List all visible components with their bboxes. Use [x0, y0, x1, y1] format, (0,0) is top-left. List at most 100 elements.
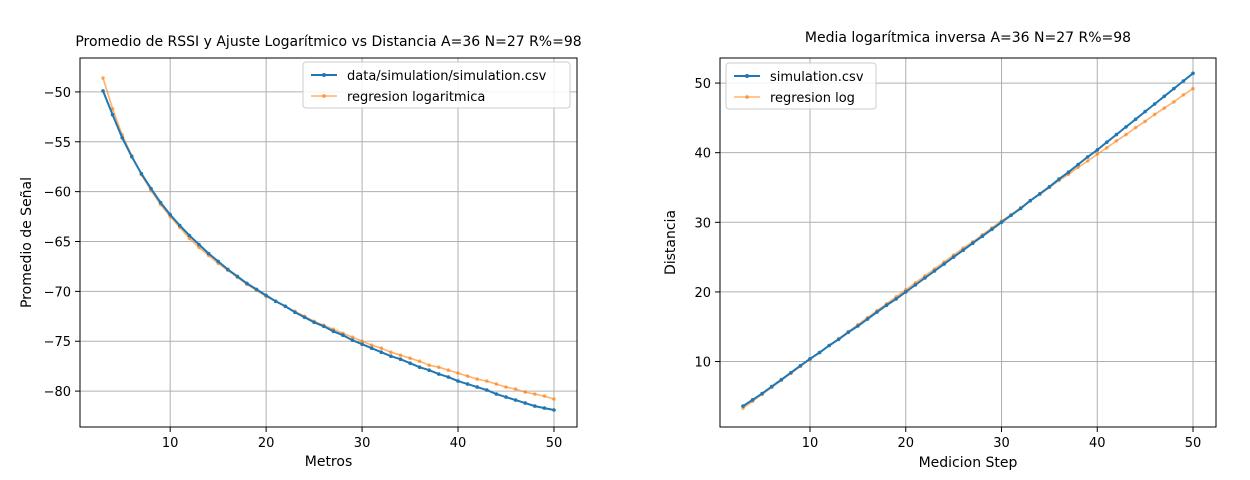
data-point: [827, 343, 831, 348]
chart-title: Promedio de RSSI y Ajuste Logarítmico vs…: [75, 34, 581, 50]
data-point: [769, 384, 774, 389]
data-point: [1181, 79, 1186, 83]
series-line-data: [742, 72, 1194, 407]
y-tick-label: −55: [44, 136, 71, 151]
data-point: [1133, 117, 1138, 122]
data-point: [523, 401, 527, 405]
data-point: [1143, 109, 1147, 114]
x-tick-label: 30: [993, 436, 1010, 451]
data-point: [1191, 86, 1195, 91]
x-tick-label: 20: [258, 436, 275, 451]
data-point: [379, 350, 384, 355]
data-point: [398, 353, 403, 358]
x-tick-label: 10: [802, 436, 819, 451]
data-point: [513, 387, 518, 391]
data-point: [836, 337, 841, 342]
data-point: [894, 297, 898, 301]
data-point: [465, 374, 470, 378]
data-point: [1085, 155, 1090, 159]
data-point: [1066, 170, 1071, 174]
data-point: [293, 310, 297, 315]
data-point: [1057, 177, 1061, 181]
data-point: [149, 186, 153, 191]
data-point: [110, 107, 115, 111]
y-axis-label: Distancia: [663, 210, 679, 275]
y-tick-label: −65: [44, 236, 71, 251]
data-point: [446, 368, 451, 373]
y-tick-label: 30: [694, 216, 711, 231]
data-point: [923, 276, 927, 280]
legend-label: regresion logaritmica: [347, 90, 485, 105]
data-point: [1143, 119, 1147, 124]
data-point: [350, 335, 355, 340]
legend-marker: [322, 73, 326, 77]
chart-title: Media logarítmica inversa A=36 N=27 R%=9…: [805, 30, 1131, 46]
data-point: [552, 397, 556, 401]
data-point: [1172, 100, 1176, 104]
data-point: [990, 227, 994, 232]
legend-marker: [322, 94, 326, 98]
data-point: [465, 382, 470, 386]
data-point: [846, 330, 851, 335]
plot-frame: [79, 57, 578, 428]
data-point: [913, 283, 918, 287]
x-tick-label: 30: [354, 436, 371, 451]
data-point: [1114, 139, 1119, 143]
data-point: [1018, 206, 1023, 211]
x-tick-label: 40: [450, 436, 467, 451]
data-point: [1076, 162, 1080, 167]
data-point: [456, 379, 460, 383]
y-tick-label: −60: [44, 186, 71, 201]
data-point: [360, 339, 364, 344]
data-point: [980, 234, 985, 238]
data-point: [120, 136, 124, 140]
x-axis-label: Medicion Step: [919, 455, 1018, 471]
legend-label: data/simulation/simulation.csv: [347, 69, 547, 84]
data-point: [1172, 86, 1176, 91]
data-point: [350, 338, 355, 343]
data-point: [369, 346, 374, 351]
data-point: [1085, 159, 1090, 163]
data-point: [398, 357, 403, 362]
data-point: [750, 398, 755, 402]
y-tick-label: 20: [694, 286, 711, 301]
data-point: [360, 342, 364, 347]
data-point: [961, 248, 965, 252]
data-point: [932, 269, 937, 273]
y-tick-label: 10: [694, 356, 711, 371]
y-tick-label: −50: [44, 86, 71, 101]
data-point: [446, 375, 451, 379]
x-axis-label: Metros: [305, 454, 353, 470]
data-point: [1028, 198, 1032, 203]
y-tick-label: 40: [694, 147, 711, 162]
legend: simulation.csv regresion log: [725, 62, 877, 110]
data-point: [875, 310, 879, 314]
data-point: [389, 350, 393, 355]
data-point: [494, 382, 499, 386]
data-point: [302, 315, 307, 320]
data-point: [273, 299, 278, 304]
data-point: [542, 406, 547, 410]
legend: data/simulation/simulation.csv regresion …: [302, 61, 571, 109]
y-axis-label: Promedio de Señal: [19, 177, 35, 308]
data-point: [341, 333, 345, 338]
data-point: [283, 304, 288, 309]
data-point: [1191, 71, 1195, 76]
data-point: [369, 343, 374, 348]
data-point: [110, 113, 115, 117]
data-point: [942, 262, 946, 266]
data-point: [542, 394, 547, 398]
x-tick-label: 10: [162, 436, 179, 451]
data-point: [971, 241, 975, 245]
data-point: [331, 329, 336, 334]
data-point: [504, 385, 508, 389]
data-point: [1095, 148, 1100, 152]
data-point: [235, 274, 240, 279]
y-tick-label: −75: [44, 335, 71, 350]
data-point: [178, 223, 182, 228]
data-point: [130, 154, 134, 159]
legend-marker: [745, 74, 749, 78]
data-point: [798, 363, 803, 368]
data-point: [101, 76, 105, 80]
